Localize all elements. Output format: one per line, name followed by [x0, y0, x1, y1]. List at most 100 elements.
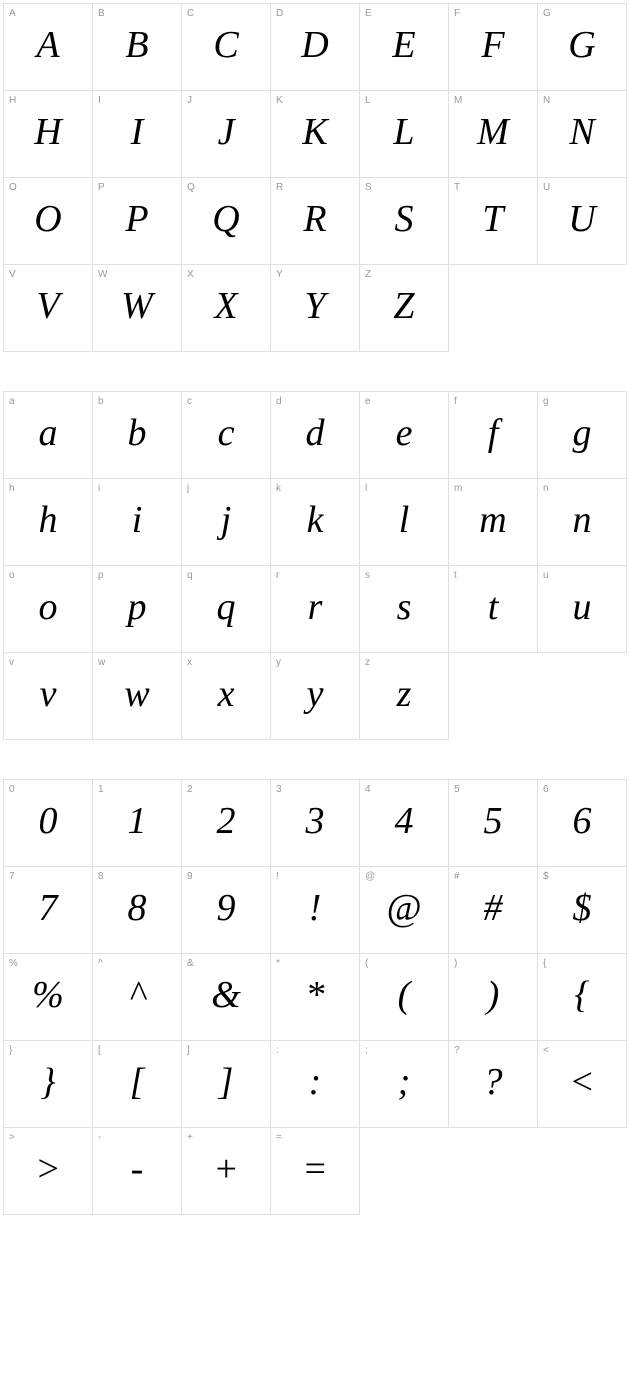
glyph-cell[interactable]: !!	[270, 866, 360, 954]
glyph-cell[interactable]: ;;	[359, 1040, 449, 1128]
glyph-cell[interactable]: tt	[448, 565, 538, 653]
glyph-cell[interactable]: ZZ	[359, 264, 449, 352]
glyph-character: Y	[304, 287, 325, 325]
glyph-cell[interactable]: HH	[3, 90, 93, 178]
glyph-character: 4	[395, 802, 414, 840]
glyph-cell[interactable]: OO	[3, 177, 93, 265]
glyph-character: d	[306, 414, 325, 452]
glyph-cell[interactable]: DD	[270, 3, 360, 91]
glyph-cell[interactable]: <<	[537, 1040, 627, 1128]
glyph-cell[interactable]: II	[92, 90, 182, 178]
glyph-cell[interactable]: 99	[181, 866, 271, 954]
glyph-character: b	[128, 414, 147, 452]
glyph-cell[interactable]: QQ	[181, 177, 271, 265]
glyph-cell[interactable]: dd	[270, 391, 360, 479]
glyph-cell[interactable]: ww	[92, 652, 182, 740]
glyph-cell[interactable]: ==	[270, 1127, 360, 1215]
glyph-cell[interactable]: 22	[181, 779, 271, 867]
glyph-cell[interactable]: ss	[359, 565, 449, 653]
glyph-cell[interactable]: ^^	[92, 953, 182, 1041]
glyph-cell[interactable]: ::	[270, 1040, 360, 1128]
glyph-cell[interactable]: --	[92, 1127, 182, 1215]
glyph-cell[interactable]: mm	[448, 478, 538, 566]
glyph-cell[interactable]: }}	[3, 1040, 93, 1128]
glyph-cell[interactable]: xx	[181, 652, 271, 740]
glyph-cell[interactable]: &&	[181, 953, 271, 1041]
glyph-cell[interactable]: zz	[359, 652, 449, 740]
glyph-cell[interactable]: ]]	[181, 1040, 271, 1128]
glyph-character: #	[484, 889, 503, 927]
glyph-cell[interactable]: ll	[359, 478, 449, 566]
glyph-cell[interactable]: XX	[181, 264, 271, 352]
glyph-cell[interactable]: [[	[92, 1040, 182, 1128]
glyph-character: 1	[128, 802, 147, 840]
glyph-cell[interactable]: UU	[537, 177, 627, 265]
glyph-cell[interactable]: $$	[537, 866, 627, 954]
glyph-label: $	[543, 871, 549, 882]
glyph-cell[interactable]: **	[270, 953, 360, 1041]
glyph-cell[interactable]: yy	[270, 652, 360, 740]
glyph-cell[interactable]: WW	[92, 264, 182, 352]
glyph-cell[interactable]: GG	[537, 3, 627, 91]
glyph-cell[interactable]: 33	[270, 779, 360, 867]
glyph-cell[interactable]: ++	[181, 1127, 271, 1215]
glyph-character: [	[130, 1063, 145, 1101]
glyph-cell[interactable]: PP	[92, 177, 182, 265]
glyph-cell[interactable]: RR	[270, 177, 360, 265]
glyph-character: K	[302, 113, 327, 151]
glyph-cell[interactable]: kk	[270, 478, 360, 566]
glyph-cell[interactable]: {{	[537, 953, 627, 1041]
glyph-cell[interactable]: NN	[537, 90, 627, 178]
glyph-cell[interactable]: LL	[359, 90, 449, 178]
glyph-cell[interactable]: 77	[3, 866, 93, 954]
glyph-cell[interactable]: ff	[448, 391, 538, 479]
glyph-cell[interactable]: oo	[3, 565, 93, 653]
glyph-cell[interactable]: ee	[359, 391, 449, 479]
glyph-cell[interactable]: uu	[537, 565, 627, 653]
glyph-cell[interactable]: 88	[92, 866, 182, 954]
glyph-cell[interactable]: ##	[448, 866, 538, 954]
glyph-cell[interactable]: 11	[92, 779, 182, 867]
glyph-cell[interactable]: aa	[3, 391, 93, 479]
glyph-cell[interactable]: qq	[181, 565, 271, 653]
glyph-cell[interactable]: jj	[181, 478, 271, 566]
glyph-label: #	[454, 871, 460, 882]
glyph-cell[interactable]: MM	[448, 90, 538, 178]
glyph-cell[interactable]: 44	[359, 779, 449, 867]
glyph-label: U	[543, 182, 550, 193]
glyph-cell[interactable]: rr	[270, 565, 360, 653]
glyph-cell[interactable]: %%	[3, 953, 93, 1041]
glyph-cell[interactable]: TT	[448, 177, 538, 265]
glyph-cell[interactable]: BB	[92, 3, 182, 91]
glyph-cell[interactable]: ii	[92, 478, 182, 566]
glyph-label: N	[543, 95, 550, 106]
glyph-cell[interactable]: ((	[359, 953, 449, 1041]
glyph-cell[interactable]: JJ	[181, 90, 271, 178]
glyph-character: p	[128, 588, 147, 626]
glyph-cell[interactable]: @@	[359, 866, 449, 954]
glyph-cell[interactable]: KK	[270, 90, 360, 178]
glyph-cell[interactable]: CC	[181, 3, 271, 91]
glyph-cell[interactable]: EE	[359, 3, 449, 91]
glyph-cell[interactable]: AA	[3, 3, 93, 91]
glyph-character: =	[302, 1150, 328, 1188]
glyph-cell[interactable]: 00	[3, 779, 93, 867]
glyph-cell[interactable]: hh	[3, 478, 93, 566]
glyph-label: 6	[543, 784, 549, 795]
glyph-cell[interactable]: >>	[3, 1127, 93, 1215]
glyph-cell[interactable]: YY	[270, 264, 360, 352]
glyph-cell[interactable]: bb	[92, 391, 182, 479]
glyph-cell[interactable]: 66	[537, 779, 627, 867]
glyph-cell[interactable]: vv	[3, 652, 93, 740]
glyph-cell[interactable]: nn	[537, 478, 627, 566]
glyph-cell[interactable]: cc	[181, 391, 271, 479]
glyph-cell[interactable]: ??	[448, 1040, 538, 1128]
glyph-cell[interactable]: 55	[448, 779, 538, 867]
glyph-cell[interactable]: ))	[448, 953, 538, 1041]
glyph-cell[interactable]: FF	[448, 3, 538, 91]
glyph-cell[interactable]: VV	[3, 264, 93, 352]
glyph-label: L	[365, 95, 371, 106]
glyph-cell[interactable]: SS	[359, 177, 449, 265]
glyph-cell[interactable]: gg	[537, 391, 627, 479]
glyph-cell[interactable]: pp	[92, 565, 182, 653]
